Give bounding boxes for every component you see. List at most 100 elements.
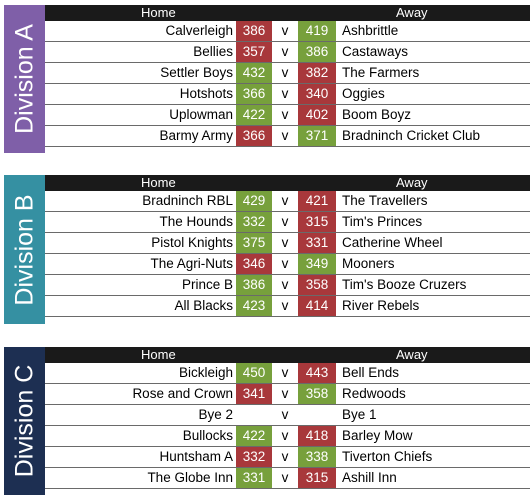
versus-label: v [281,193,289,208]
away-team-name: Boom Boyz [342,107,412,122]
match-row: The Agri-Nuts 346 v 349 Mooners [45,254,530,275]
away-score: 358 [298,384,336,404]
home-team-name: All Blacks [174,298,233,313]
away-score: 382 [298,63,336,83]
home-score: 332 [236,447,272,467]
match-row: All Blacks 423 v 414 River Rebels [45,296,530,317]
results-table: Home Away Calverleigh 386 v 419 Ashbrittle Be… [45,5,530,147]
away-team-name: Redwoods [342,386,406,401]
division-label: Division B [4,175,45,324]
division-c: Division C Home Away Bickleigh 450 v 443 Bel… [4,347,531,495]
away-column-header: Away [396,347,428,362]
away-team-name: Tim's Princes [342,214,423,229]
home-score: 432 [236,63,272,83]
versus-label: v [281,65,289,80]
match-row: Prince B 386 v 358 Tim's Booze Cruzers [45,275,530,296]
home-team-name: Calverleigh [165,23,233,38]
away-score: 349 [298,254,336,274]
away-score: 358 [298,275,336,295]
home-team-name: Bullocks [182,428,233,443]
results-table: Home Away Bickleigh 450 v 443 Bell Ends Rose … [45,347,530,489]
away-team-name: Tiverton Chiefs [342,449,433,464]
versus-label: v [281,365,289,380]
division-label: Division C [4,347,45,495]
division-label: Division A [4,5,45,153]
away-score: 419 [298,21,336,41]
away-team-name: The Farmers [342,65,420,80]
home-team-name: Barmy Army [159,128,233,143]
home-score: 429 [236,191,272,211]
away-team-name: Barley Mow [342,428,413,443]
away-score [298,405,336,425]
match-row: Rose and Crown 341 v 358 Redwoods [45,384,530,405]
versus-label: v [281,128,289,143]
home-team-name: The Hounds [159,214,233,229]
away-team-name: Ashbrittle [342,23,399,38]
versus-label: v [281,23,289,38]
away-team-name: The Travellers [342,193,428,208]
division-title: Division A [10,24,38,134]
versus-label: v [281,407,289,422]
home-score: 341 [236,384,272,404]
home-team-name: Bye 2 [198,407,233,422]
home-team-name: Bellies [193,44,233,59]
division-a: Division A Home Away Calverleigh 386 v 419 A… [4,5,531,153]
away-team-name: Bradninch Cricket Club [342,128,481,143]
versus-label: v [281,44,289,59]
match-row: Calverleigh 386 v 419 Ashbrittle [45,21,530,42]
home-team-name: The Agri-Nuts [150,256,233,271]
home-score [236,405,272,425]
home-team-name: Settler Boys [160,65,233,80]
match-row: Hotshots 366 v 340 Oggies [45,84,530,105]
home-score: 375 [236,233,272,253]
away-column-header: Away [396,175,428,190]
versus-label: v [281,107,289,122]
away-team-name: Oggies [342,86,385,101]
home-team-name: The Globe Inn [147,470,233,485]
division-title: Division B [10,193,38,306]
division-b: Division B Home Away Bradninch RBL 429 v 42… [4,175,531,324]
table-header: Home Away [45,347,530,363]
home-score: 332 [236,212,272,232]
match-row: Uplowman 422 v 402 Boom Boyz [45,105,530,126]
away-score: 371 [298,126,336,146]
versus-label: v [281,235,289,250]
home-team-name: Bickleigh [178,365,233,380]
away-team-name: Ashill Inn [342,470,397,485]
match-row: Barmy Army 366 v 371 Bradninch Cricket Club [45,126,530,147]
match-row: Bradninch RBL 429 v 421 The Travellers [45,191,530,212]
home-team-name: Bradninch RBL [142,193,233,208]
home-score: 346 [236,254,272,274]
home-team-name: Huntsham A [159,449,233,464]
versus-label: v [281,277,289,292]
away-team-name: Tim's Booze Cruzers [342,277,467,292]
home-team-name: Pistol Knights [151,235,233,250]
versus-label: v [281,256,289,271]
versus-label: v [281,386,289,401]
away-team-name: Mooners [342,256,395,271]
home-score: 386 [236,275,272,295]
away-score: 414 [298,296,336,316]
home-team-name: Hotshots [179,86,233,101]
away-team-name: Castaways [342,44,409,59]
results-table: Home Away Bradninch RBL 429 v 421 The Travel… [45,175,530,317]
away-score: 315 [298,212,336,232]
match-row: Settler Boys 432 v 382 The Farmers [45,63,530,84]
away-team-name: River Rebels [342,298,420,313]
table-header: Home Away [45,5,530,21]
match-row: Bickleigh 450 v 443 Bell Ends [45,363,530,384]
match-row: Bye 2 v Bye 1 [45,405,530,426]
away-score: 340 [298,84,336,104]
away-score: 402 [298,105,336,125]
home-team-name: Uplowman [169,107,233,122]
home-score: 357 [236,42,272,62]
versus-label: v [281,214,289,229]
match-row: Pistol Knights 375 v 331 Catherine Wheel [45,233,530,254]
home-score: 450 [236,363,272,383]
home-score: 422 [236,105,272,125]
away-score: 418 [298,426,336,446]
away-score: 338 [298,447,336,467]
match-row: Bellies 357 v 386 Castaways [45,42,530,63]
versus-label: v [281,428,289,443]
home-score: 423 [236,296,272,316]
